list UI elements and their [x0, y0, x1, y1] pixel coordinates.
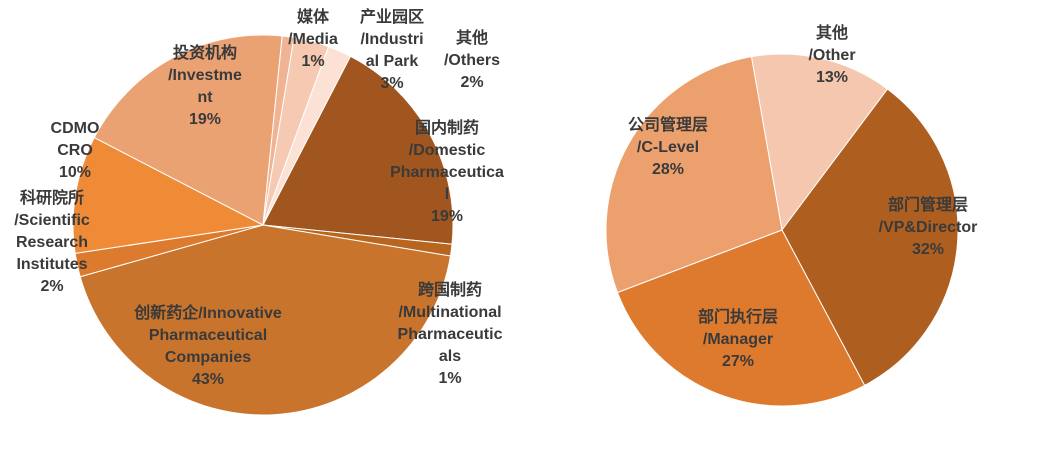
slice-label: 部门管理层/VP&Director [879, 195, 978, 236]
pie-slice [262, 55, 454, 245]
value-label: 32% [912, 241, 944, 258]
value-label: 2% [460, 74, 483, 91]
slice-label: 创新药企/Innovative Pharmaceutical Companies [133, 303, 282, 366]
slice-label: 国内制药/Domestic Pharmaceutica l [390, 118, 504, 203]
slice-label: 媒体/Media [288, 7, 338, 48]
value-label: 1% [438, 370, 461, 387]
pie-slice [781, 88, 959, 387]
value-label: 13% [816, 69, 848, 86]
pie-slice [79, 224, 452, 416]
value-label: 27% [722, 353, 754, 370]
pie-slice [262, 46, 352, 226]
value-label: 1% [301, 53, 324, 70]
value-label: 3% [380, 75, 403, 92]
slice-label: 部门执行层/Manager [698, 307, 778, 348]
slice-label: 其他/Other [808, 23, 855, 64]
pie-slice [750, 53, 889, 232]
value-label: 19% [189, 111, 221, 128]
value-label: 43% [192, 371, 224, 388]
slice-label: 科研院所/Scientific Research Institutes [14, 188, 90, 273]
value-label: 10% [59, 164, 91, 181]
slice-label: 投资机构/Investme nt [168, 43, 242, 106]
slice-label: 其他/Others [444, 28, 500, 69]
pie-slice [616, 229, 866, 407]
value-label: 2% [40, 278, 63, 295]
slice-label: 公司管理层/C-Level [628, 115, 708, 156]
pie-slice [72, 136, 265, 254]
slice-label: 产业园区/Industri al Park [360, 7, 424, 70]
slice-label: CDMO CRO [51, 120, 100, 159]
pie-slice [605, 56, 783, 294]
slice-label: 跨国制药/Multinational Pharmaceutic als [398, 280, 503, 365]
value-label: 19% [431, 208, 463, 225]
value-label: 28% [652, 161, 684, 178]
pie-slice [93, 34, 283, 226]
